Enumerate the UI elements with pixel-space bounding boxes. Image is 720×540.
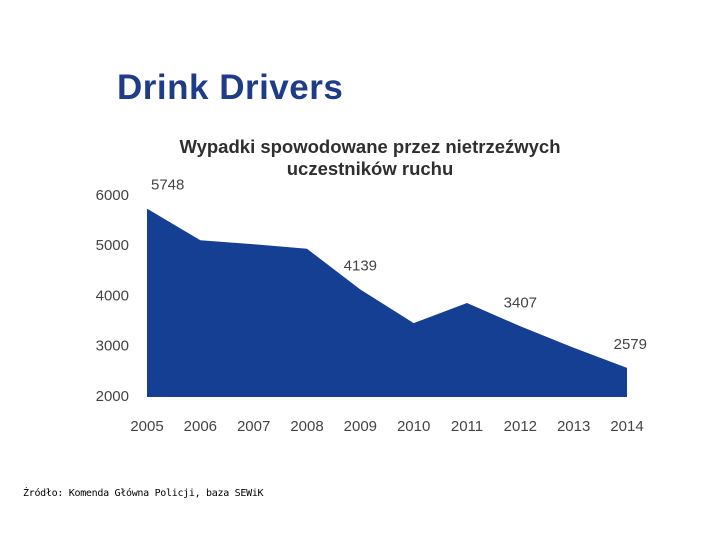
slide-title: Drink Drivers <box>117 68 344 107</box>
source-note: Źródło: Komenda Główna Policji, baza SEW… <box>23 488 264 499</box>
chart-title: Wypadki spowodowane przez nietrzeźwych u… <box>179 136 561 179</box>
x-tick-label: 2008 <box>290 418 323 435</box>
y-tick-label: 5000 <box>96 237 129 254</box>
y-tick-label: 6000 <box>96 187 129 204</box>
y-tick-label: 3000 <box>96 338 129 355</box>
x-tick-label: 2012 <box>504 418 537 435</box>
data-label: 3407 <box>504 294 537 311</box>
x-tick-label: 2010 <box>397 418 430 435</box>
x-tick-label: 2007 <box>237 418 270 435</box>
data-label: 2579 <box>614 336 647 353</box>
x-tick-label: 2006 <box>184 418 217 435</box>
x-tick-label: 2011 <box>451 418 483 435</box>
y-tick-label: 2000 <box>96 388 129 405</box>
x-tick-label: 2014 <box>610 418 643 435</box>
y-tick-label: 4000 <box>96 287 129 304</box>
data-label: 5748 <box>151 177 184 194</box>
x-tick-label: 2013 <box>557 418 590 435</box>
x-tick-label: 2005 <box>130 418 163 435</box>
x-tick-label: 2009 <box>344 418 377 435</box>
data-label: 4139 <box>344 257 377 274</box>
area <box>147 208 627 397</box>
